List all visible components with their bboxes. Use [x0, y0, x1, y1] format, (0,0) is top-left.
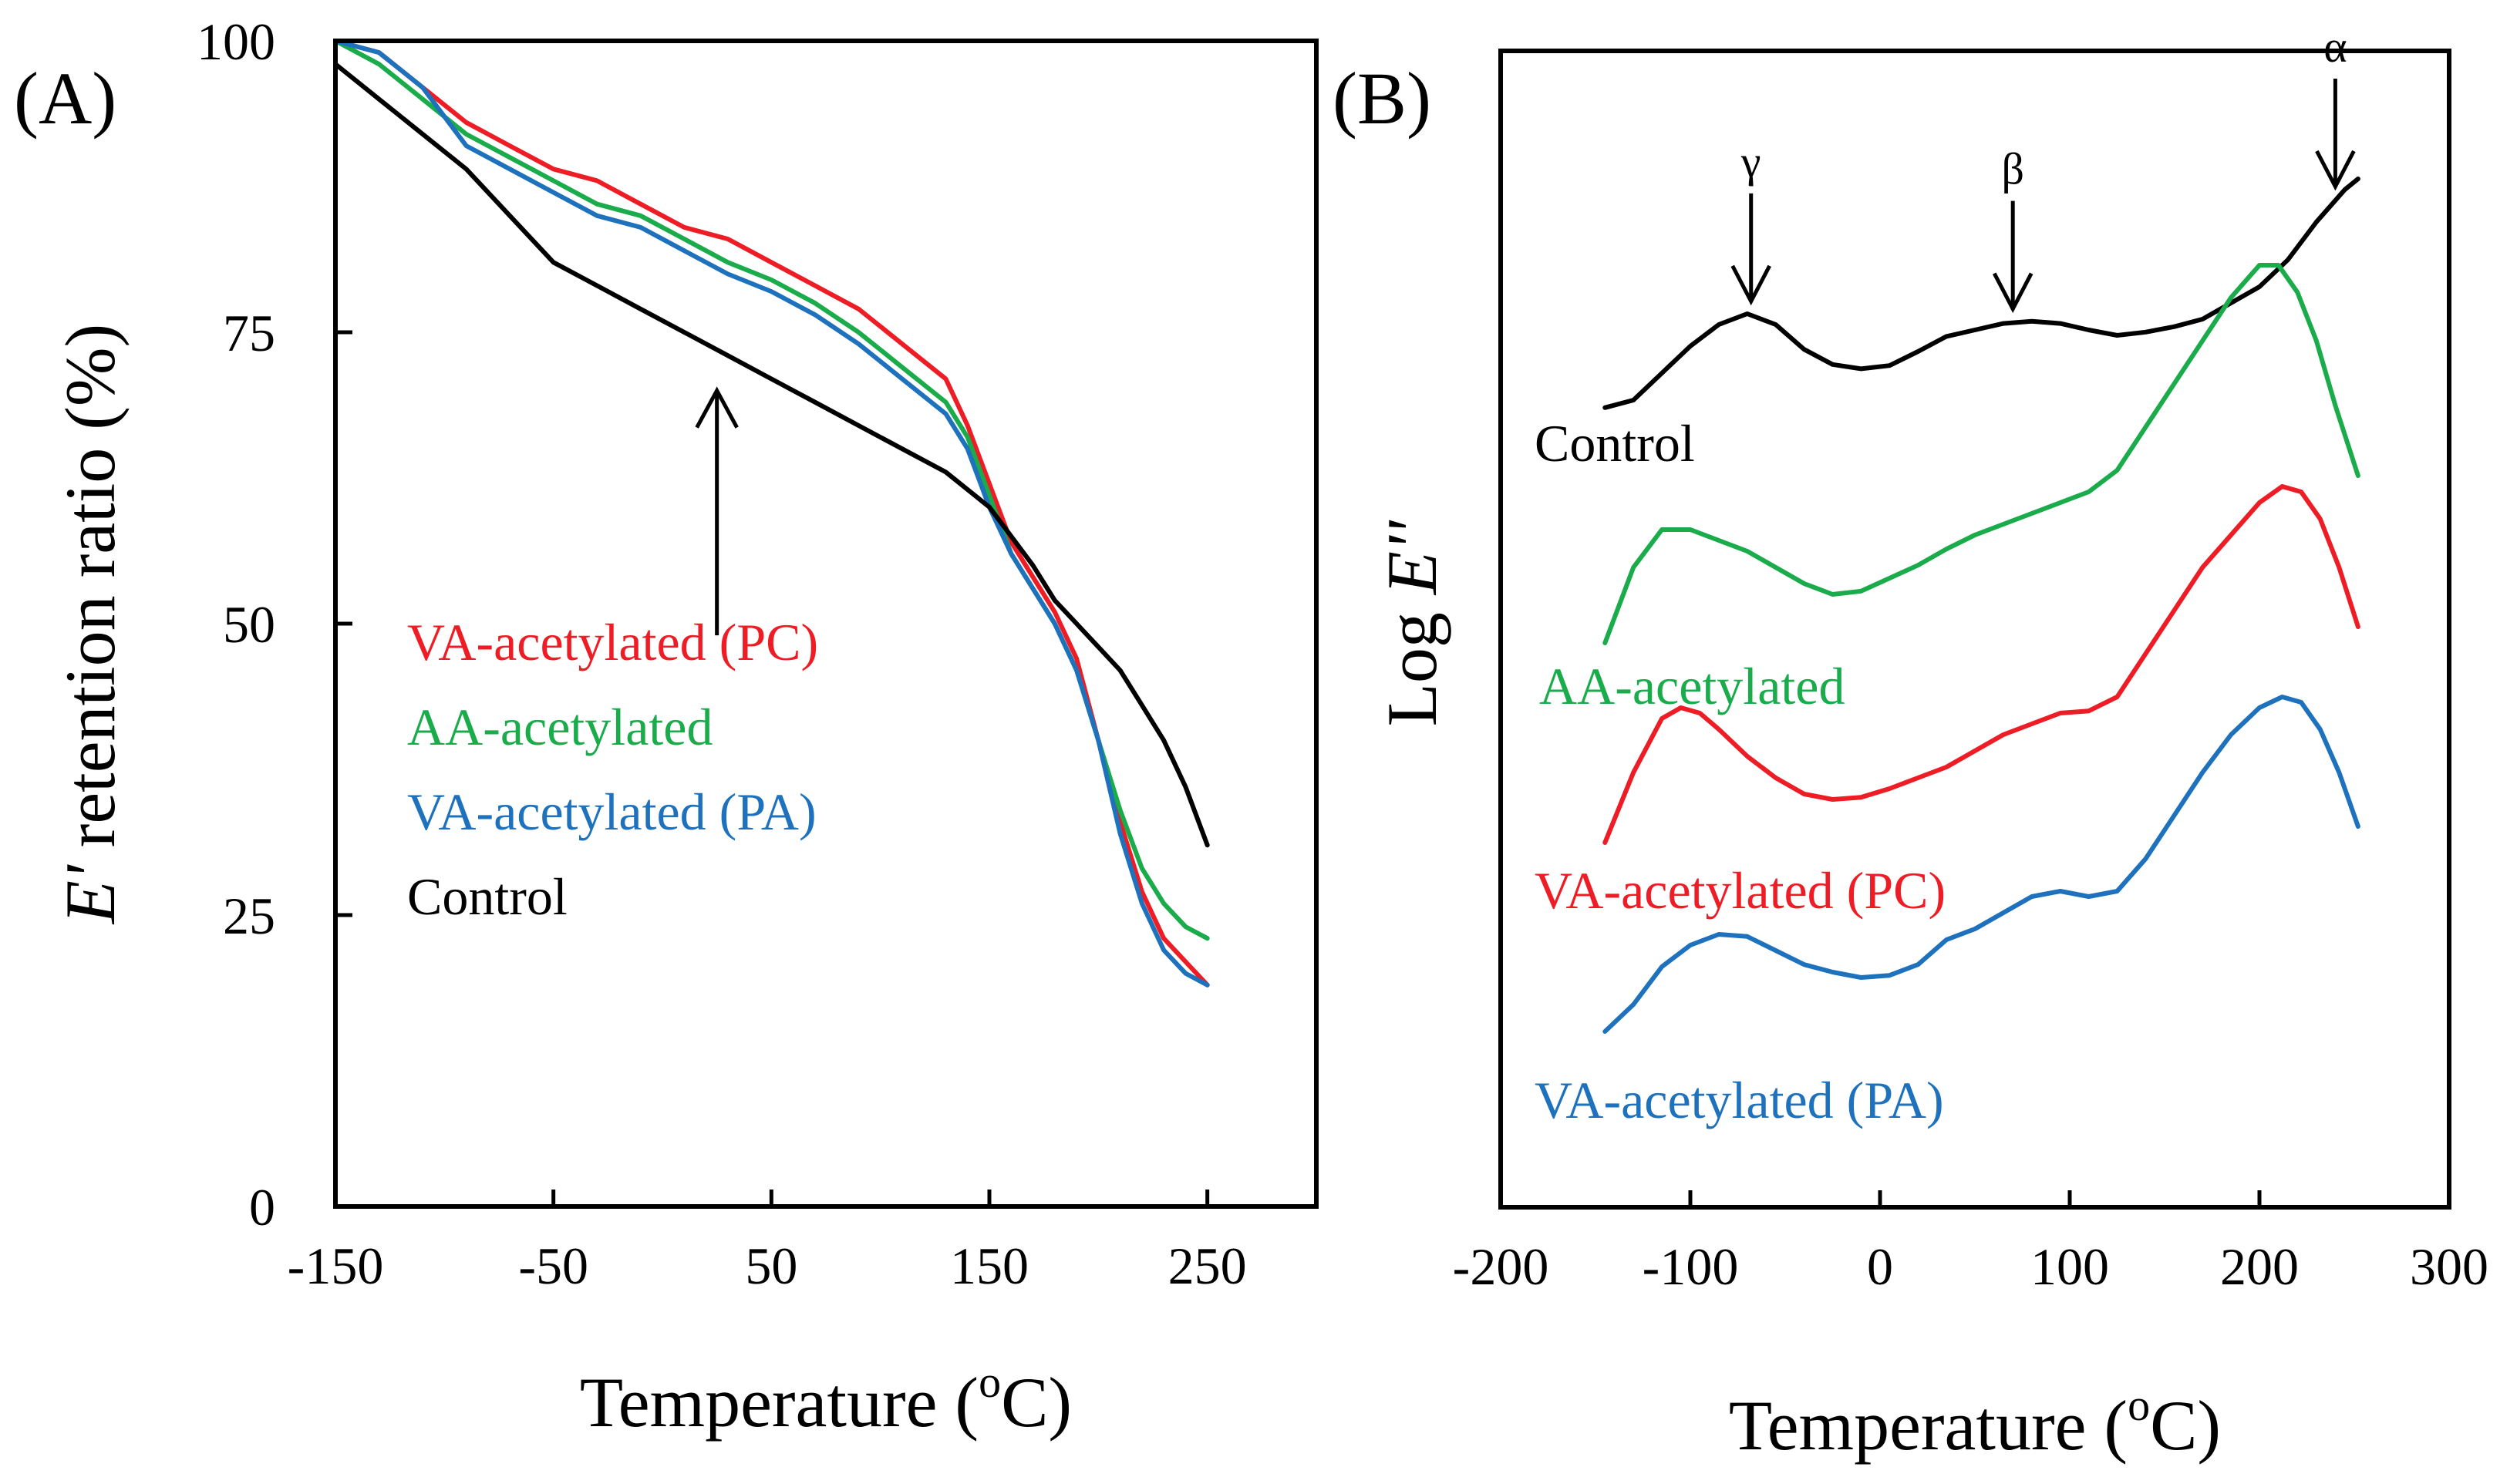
x-tick-label: 300	[2410, 1237, 2488, 1296]
panel-b-xlabel-pre: Temperature (	[1729, 1386, 2128, 1465]
panel-b-xlabel-sup: o	[2128, 1380, 2150, 1430]
series-line-va-acetylated-pa	[333, 39, 1210, 988]
legend-label-va-pa: VA-acetylated (PA)	[407, 782, 817, 841]
panel-a-xlabel-post: C)	[1001, 1363, 1072, 1442]
transition-label: α	[2323, 22, 2347, 72]
y-tick-label: 75	[223, 304, 275, 362]
panel-a-ticks: -150 -50 50 150 250 0 25 50 75 100	[197, 12, 1247, 1295]
panel-b-ylabel: Log E''	[1373, 520, 1451, 726]
panel-b-plot	[1602, 177, 2360, 1034]
series-line-aa-acetylated	[333, 39, 1210, 941]
series-line-aa-acetylated	[1602, 263, 2360, 645]
y-tick-label: 50	[223, 595, 275, 654]
panel-a-ylabel-rest: retention ratio (%)	[51, 324, 130, 866]
x-tick-label: 250	[1168, 1237, 1247, 1295]
panel-b-xlabel: Temperature (oC)	[1729, 1380, 2221, 1465]
legend-label-aa: AA-acetylated	[407, 698, 713, 756]
panel-b: (B) -200 -100 0 100 200 300 Log E'' Temperatu…	[1333, 22, 2488, 1465]
curve-label-va-pa: VA-acetylated (PA)	[1535, 1071, 1944, 1129]
legend-label-va-pc: VA-acetylated (PC)	[407, 613, 818, 671]
panel-a-ylabel-italic: E'	[51, 864, 130, 925]
x-tick-label: -50	[518, 1237, 588, 1295]
series-line-control	[333, 62, 1210, 848]
y-tick-label: 100	[197, 12, 275, 71]
panel-a-ylabel: E' retention ratio (%)	[51, 324, 130, 925]
panel-b-xlabel-post: C)	[2150, 1386, 2221, 1465]
curve-label-control: Control	[1535, 414, 1695, 473]
series-line-va-acetylated-pc	[1602, 484, 2360, 845]
y-tick-label: 0	[249, 1178, 275, 1237]
x-tick-label: -100	[1643, 1237, 1739, 1296]
y-tick-label: 25	[223, 887, 275, 945]
panel-b-ylabel-italic: E''	[1373, 520, 1451, 596]
panel-b-label: (B)	[1333, 57, 1431, 140]
x-tick-label: 100	[2030, 1237, 2109, 1296]
transition-arrow-head	[1730, 264, 1771, 306]
x-tick-label: -150	[288, 1237, 384, 1295]
panel-a: (A) -150 -50 50 150 250 0 25 50 75 100 E' retenti…	[14, 12, 1319, 1442]
legend-label-control: Control	[407, 867, 568, 926]
transition-arrow-head	[2315, 150, 2356, 191]
series-line-va-acetylated-pa	[1602, 695, 2360, 1034]
x-tick-label: 50	[745, 1237, 797, 1295]
panel-b-plot-frame	[1498, 49, 2451, 1210]
panel-b-ticks: -200 -100 0 100 200 300	[1453, 1190, 2488, 1296]
panel-a-label: (A)	[14, 57, 116, 140]
panel-a-xlabel-pre: Temperature (	[580, 1363, 979, 1442]
annotation-arrow-head	[695, 386, 739, 429]
series-line-control	[1602, 177, 2360, 410]
transition-label: β	[2001, 144, 2024, 194]
curve-label-va-pc: VA-acetylated (PC)	[1535, 861, 1946, 920]
x-tick-label: 200	[2220, 1237, 2299, 1296]
panel-b-transitions: γ β α	[1730, 22, 2356, 314]
x-tick-label: 0	[1867, 1237, 1893, 1296]
transition-arrow-head	[1992, 272, 2033, 314]
panel-a-xlabel: Temperature (oC)	[580, 1357, 1072, 1442]
panel-a-xlabel-sup: o	[979, 1357, 1001, 1407]
x-tick-label: 150	[950, 1237, 1029, 1295]
curve-label-aa: AA-acetylated	[1539, 657, 1845, 715]
x-tick-label: -200	[1453, 1237, 1549, 1296]
panel-a-plot	[333, 39, 1210, 988]
panel-b-ylabel-plain: Log	[1373, 594, 1451, 726]
transition-label: γ	[1740, 136, 1761, 187]
